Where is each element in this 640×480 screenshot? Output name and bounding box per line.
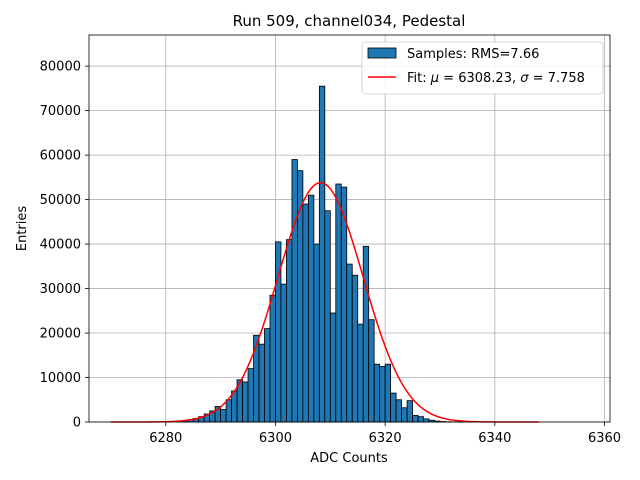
histogram-bar [324,210,331,423]
histogram-bar [286,239,293,423]
histogram-bar [395,399,402,423]
y-tick-label: 70000 [40,104,81,119]
histogram-bar [307,194,315,423]
histogram-bar [258,343,265,423]
legend-sigma-symbol: σ [520,71,529,86]
legend-box [361,41,604,95]
histogram-bar [231,390,238,423]
x-tick-label: 6320 [369,431,402,446]
histogram-bar [264,328,271,423]
y-tick-label: 40000 [40,238,81,253]
y-tick-label: 60000 [40,149,81,164]
histogram-bar [280,283,287,423]
histogram-bar [220,409,227,423]
histogram-bar [318,85,326,423]
histogram-bar [423,418,430,423]
histogram-bar [253,334,260,423]
histogram-bar [406,400,413,423]
y-axis-label: Entries [15,206,30,252]
histogram-bar [390,392,397,423]
legend-samples-swatch [367,47,397,59]
x-tick-label: 6300 [259,431,292,446]
chart-title: Run 509, channel034, Pedestal [233,12,466,30]
y-tick-label: 80000 [40,60,81,75]
histogram-bar [373,363,381,423]
histogram-bar [362,245,370,423]
histogram-bar [351,274,359,423]
histogram-bar [242,381,249,423]
histogram-bar [291,159,298,423]
histogram-bar [412,414,419,423]
y-tick-label: 0 [73,416,81,431]
grid-lines [89,35,610,423]
axis-ticks: 6280 6300 6320 6340 6360 0 10000 20000 30000 4000… [40,60,621,446]
histogram-bar [247,368,254,423]
x-tick-label: 6340 [478,431,511,446]
histogram-bar [335,183,342,423]
histogram-bar [269,294,276,423]
y-tick-label: 30000 [40,282,81,297]
y-tick-label: 10000 [40,371,81,386]
fit-curve [110,181,539,423]
x-axis-label: ADC Counts [310,451,388,466]
histogram-bar [302,203,309,423]
plot-frame [88,34,611,423]
legend: Samples: RMS=7.66 Fit: μ = 6308.23, σ = … [361,41,604,95]
y-tick-label: 20000 [40,327,81,342]
histogram-bar [313,243,320,423]
legend-sigma-value: = 7.758 [528,71,584,86]
legend-samples-label: Samples: RMS=7.66 [407,47,539,62]
y-tick-label: 50000 [40,193,81,208]
legend-mu-value: = 6308.23, [439,71,520,86]
histogram-bar [346,263,353,423]
legend-mu-symbol: μ [430,71,439,86]
histogram-bar [384,363,392,423]
legend-fit-prefix: Fit: [407,71,431,86]
histogram-bar [225,399,232,423]
legend-fit-label: Fit: μ = 6308.23, σ = 7.758 [407,71,585,86]
histogram-bar [401,407,408,423]
histogram-bar [329,312,337,423]
histogram-bar [368,319,375,423]
histogram-bar [417,416,424,423]
x-tick-label: 6280 [149,431,182,446]
histogram-bar [357,323,364,423]
histogram-bar [379,365,386,423]
x-tick-label: 6360 [588,431,621,446]
